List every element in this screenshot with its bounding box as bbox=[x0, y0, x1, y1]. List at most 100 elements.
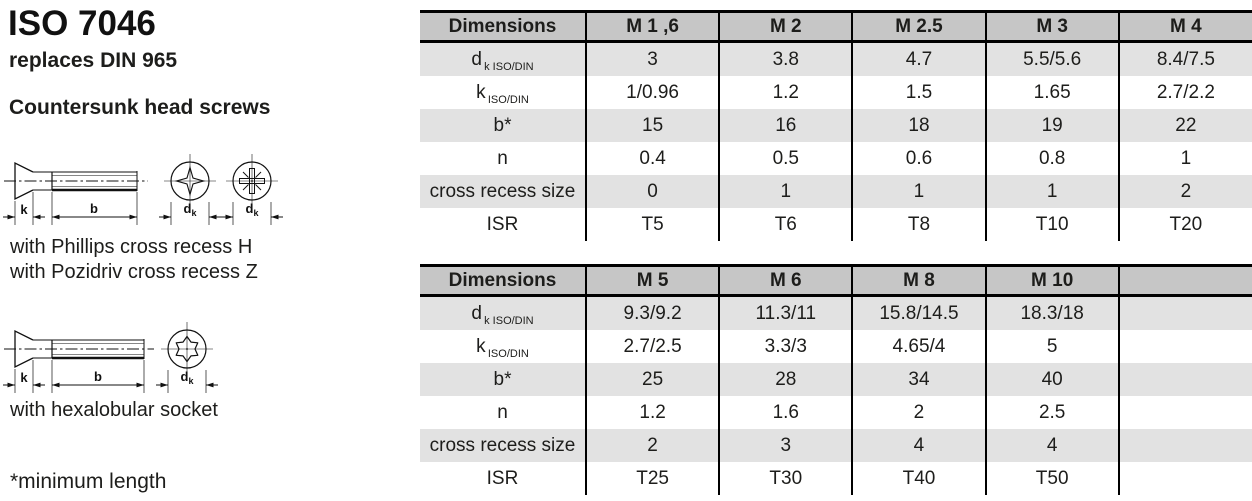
row-label: k ISO/DIN bbox=[476, 82, 529, 106]
value-cell bbox=[1117, 363, 1252, 396]
value-cell bbox=[1117, 330, 1252, 363]
value-cell: 2.7/2.2 bbox=[1117, 76, 1252, 109]
column-header: M 4 bbox=[1117, 10, 1252, 43]
value-cell: 0.5 bbox=[718, 142, 853, 175]
value-cell: T25 bbox=[584, 462, 720, 495]
value-cell: 1 bbox=[718, 175, 853, 208]
value-cell: 15 bbox=[584, 109, 720, 142]
value-cell: T6 bbox=[718, 208, 853, 241]
value-cell: 5.5/5.6 bbox=[984, 41, 1119, 76]
value-cell: T50 bbox=[984, 462, 1119, 495]
value-cell: 25 bbox=[584, 363, 720, 396]
dimension-k: k bbox=[3, 192, 45, 225]
table-row: b* 15 16 18 19 22 bbox=[420, 109, 1252, 142]
value-cell: 1 bbox=[984, 175, 1119, 208]
dimension-label-b: b bbox=[90, 201, 98, 216]
value-cell: T5 bbox=[584, 208, 720, 241]
value-cell: 1 bbox=[1117, 142, 1252, 175]
value-cell: 1.5 bbox=[851, 76, 986, 109]
dimension-dk-pozidriv: dk bbox=[221, 201, 283, 225]
table-row: d k ISO/DIN 3 3.8 4.7 5.5/5.6 8.4/7.5 bbox=[420, 41, 1252, 76]
value-cell: 8.4/7.5 bbox=[1117, 41, 1252, 76]
value-cell: 28 bbox=[718, 363, 853, 396]
value-cell: 1.2 bbox=[718, 76, 853, 109]
value-cell: 4 bbox=[851, 429, 986, 462]
value-cell: 0 bbox=[584, 175, 720, 208]
phillips-recess-view bbox=[164, 154, 216, 208]
column-header bbox=[1117, 264, 1252, 297]
phillips-cross-icon bbox=[174, 165, 206, 197]
column-header: M 1 ,6 bbox=[584, 10, 720, 43]
value-cell: T20 bbox=[1117, 208, 1252, 241]
value-cell: T30 bbox=[718, 462, 853, 495]
table-row: ISR T5 T6 T8 T10 T20 bbox=[420, 208, 1252, 241]
page-title: ISO 7046 bbox=[8, 4, 156, 43]
row-label: b* bbox=[493, 115, 512, 136]
countersunk-screw-side-view bbox=[4, 329, 154, 369]
value-cell: 1.2 bbox=[584, 396, 720, 429]
value-cell: 22 bbox=[1117, 109, 1252, 142]
value-cell: 2 bbox=[584, 429, 720, 462]
value-cell: 0.4 bbox=[584, 142, 720, 175]
value-cell: T8 bbox=[851, 208, 986, 241]
value-cell: 0.8 bbox=[984, 142, 1119, 175]
dimension-dk-phillips: dk bbox=[159, 201, 221, 225]
value-cell: 3.8 bbox=[718, 41, 853, 76]
hexalobular-screw-drawing: k b bbox=[3, 322, 218, 393]
value-cell: 1 bbox=[851, 175, 986, 208]
value-cell bbox=[1117, 462, 1252, 495]
countersunk-screw-side-view bbox=[4, 161, 148, 201]
table-row: n 0.4 0.5 0.6 0.8 1 bbox=[420, 142, 1252, 175]
value-cell: 2.7/2.5 bbox=[584, 330, 720, 363]
value-cell: 34 bbox=[851, 363, 986, 396]
replaces-note: replaces DIN 965 bbox=[9, 49, 178, 72]
column-header: M 8 bbox=[851, 264, 986, 297]
hexalobular-recess-view bbox=[161, 322, 213, 376]
dimension-b: b bbox=[51, 192, 138, 225]
value-cell: 3.3/3 bbox=[718, 330, 853, 363]
left-panel: ISO 7046 replaces DIN 965 Countersunk he… bbox=[0, 0, 420, 501]
value-cell: 2 bbox=[851, 396, 986, 429]
dimension-label-dk: dk bbox=[181, 369, 195, 386]
value-cell bbox=[1117, 396, 1252, 429]
value-cell: T10 bbox=[984, 208, 1119, 241]
table-row: b* 25 28 34 40 bbox=[420, 363, 1252, 396]
column-header: M 2 bbox=[718, 10, 853, 43]
value-cell: T40 bbox=[851, 462, 986, 495]
table-row: k ISO/DIN 1/0.96 1.2 1.5 1.65 2.7/2.2 bbox=[420, 76, 1252, 109]
row-label: ISR bbox=[486, 214, 519, 235]
phillips-caption: with Phillips cross recess H bbox=[10, 236, 253, 258]
value-cell: 16 bbox=[718, 109, 853, 142]
pozidriv-cross-icon bbox=[239, 168, 265, 194]
table-row: n 1.2 1.6 2 2.5 bbox=[420, 396, 1252, 429]
cross-recess-screw-drawing: k b dk bbox=[3, 154, 283, 225]
column-header: M 2.5 bbox=[851, 10, 986, 43]
value-cell: 2 bbox=[1117, 175, 1252, 208]
value-cell: 4.65/4 bbox=[851, 330, 986, 363]
row-label: b* bbox=[493, 369, 512, 390]
value-cell: 40 bbox=[984, 363, 1119, 396]
hexalobular-caption: with hexalobular socket bbox=[10, 399, 218, 421]
table-row: d k ISO/DIN 9.3/9.2 11.3/11 15.8/14.5 18.3/1… bbox=[420, 295, 1252, 330]
row-label: n bbox=[497, 402, 508, 423]
row-label: cross recess size bbox=[429, 435, 576, 456]
value-cell: 2.5 bbox=[984, 396, 1119, 429]
dimensions-header: Dimensions bbox=[420, 10, 586, 43]
value-cell: 3 bbox=[584, 41, 720, 76]
value-cell: 18.3/18 bbox=[984, 295, 1119, 330]
value-cell: 18 bbox=[851, 109, 986, 142]
value-cell bbox=[1117, 295, 1252, 330]
value-cell: 1.65 bbox=[984, 76, 1119, 109]
dimension-label-b: b bbox=[94, 369, 102, 384]
table-row: ISR T25 T30 T40 T50 bbox=[420, 462, 1252, 495]
hexalobular-torx-icon bbox=[175, 335, 199, 363]
value-cell: 3 bbox=[718, 429, 853, 462]
table-row: cross recess size 2 3 4 4 bbox=[420, 429, 1252, 462]
value-cell: 11.3/11 bbox=[718, 295, 853, 330]
row-label: d k ISO/DIN bbox=[471, 303, 534, 327]
value-cell: 19 bbox=[984, 109, 1119, 142]
column-header: M 6 bbox=[718, 264, 853, 297]
table-row: k ISO/DIN 2.7/2.5 3.3/3 4.65/4 5 bbox=[420, 330, 1252, 363]
